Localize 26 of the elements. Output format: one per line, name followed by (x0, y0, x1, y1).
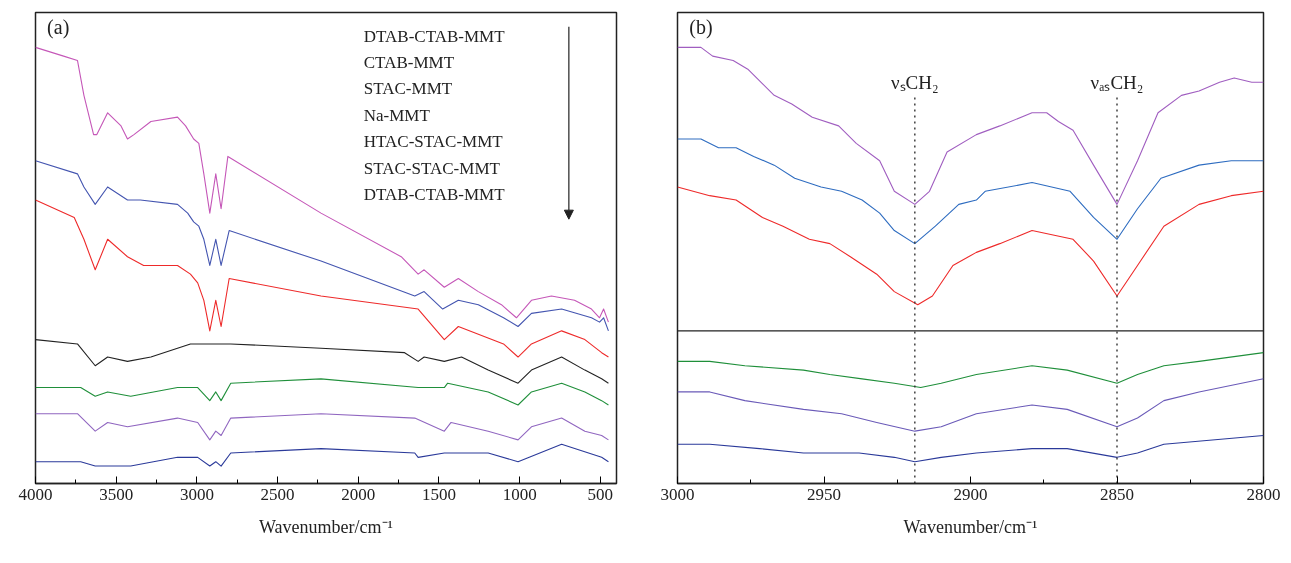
ref-line-label: νₛCH₂ (891, 71, 939, 93)
x-tick-label: 2900 (953, 484, 988, 504)
x-tick-label: 2850 (1100, 484, 1134, 504)
x-tick-label: 500 (587, 484, 614, 504)
text: DTAB-CTAB-MMT (363, 26, 506, 46)
annotation: STAC-MMT (363, 79, 453, 99)
annotation: STAC-STAC-MMT (363, 158, 501, 178)
annotation: DTAB-CTAB-MMT (363, 184, 506, 204)
x-tick-label: 2000 (341, 484, 376, 504)
ref-line-label: νₐₛCH₂ (1090, 71, 1144, 93)
x-tick-label: 1500 (421, 484, 456, 504)
annotation: CTAB-MMT (363, 53, 455, 73)
annotation: HTAC-STAC-MMT (363, 132, 504, 152)
x-tick-label: 3000 (179, 484, 214, 504)
x-axis-title: Wavenumber/cm⁻¹ (903, 516, 1038, 537)
x-tick-label: 2500 (260, 484, 295, 504)
x-tick-label: 2800 (1246, 484, 1281, 504)
x-tick-label: 3000 (660, 484, 695, 504)
x-axis-title: Wavenumber/cm⁻¹ (259, 516, 393, 537)
x-tick-label: 2950 (807, 484, 841, 504)
chart-title: (a) (47, 16, 70, 40)
x-tick-label: 1000 (502, 484, 537, 504)
x-tick-label: 4000 (18, 484, 53, 504)
annotation: Na-MMT (363, 105, 431, 125)
chart-title: (b) (689, 16, 713, 40)
x-tick-label: 3500 (99, 484, 134, 504)
